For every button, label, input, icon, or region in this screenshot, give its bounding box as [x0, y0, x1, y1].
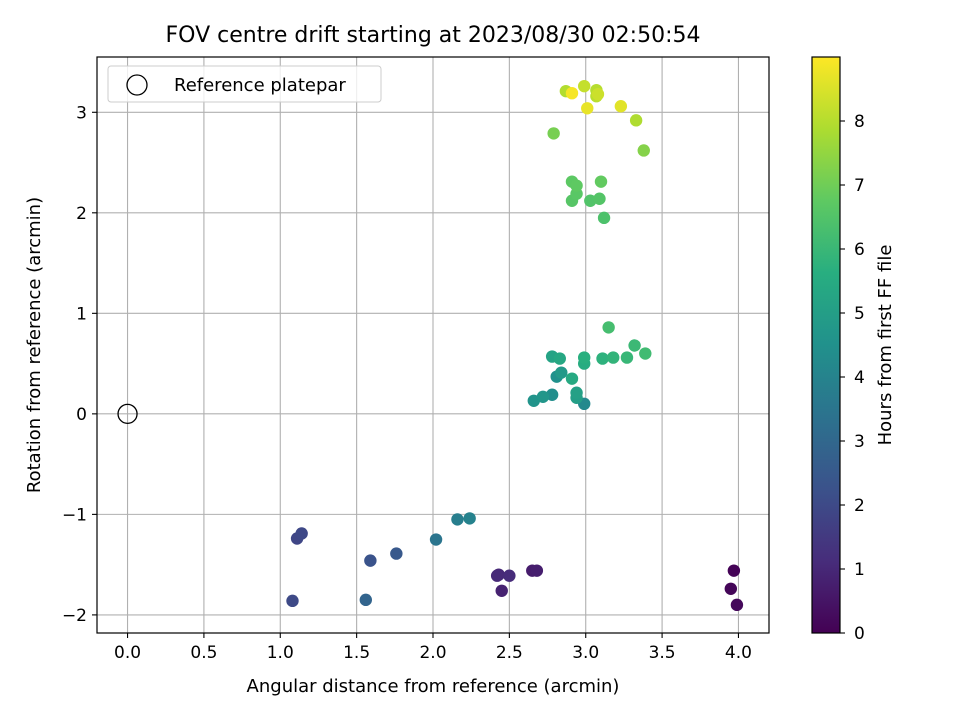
scatter-points	[286, 79, 744, 612]
x-tick-label: 0.0	[114, 643, 141, 663]
scatter-point	[547, 127, 560, 140]
scatter-point	[594, 175, 608, 188]
scatter-point	[536, 390, 550, 403]
scatter-point	[602, 321, 615, 334]
y-tick-label: 2	[76, 204, 87, 224]
scatter-point	[495, 584, 508, 597]
legend: Reference platepar	[107, 65, 382, 103]
colorbar: 0 1 2 3 4 5 6 7 8 Hours from first FF file	[811, 56, 896, 644]
scatter-point	[596, 352, 609, 365]
scatter-point	[578, 79, 591, 93]
x-tick-label: 3.5	[649, 643, 676, 663]
scatter-point	[724, 582, 738, 595]
scatter-point	[451, 513, 464, 526]
y-tick-label: −2	[62, 606, 87, 626]
x-tick-label: 0.5	[190, 643, 217, 663]
y-tick-label: 0	[76, 405, 87, 425]
scatter-point	[628, 339, 641, 352]
scatter-point	[570, 179, 583, 192]
y-tick-label: 3	[76, 103, 87, 123]
x-tick-label: 1.5	[343, 643, 370, 663]
scatter-point	[570, 386, 583, 399]
scatter-point	[429, 533, 443, 546]
scatter-point	[597, 211, 611, 225]
reference-marker	[117, 403, 138, 425]
scatter-point	[530, 564, 544, 577]
y-axis-ticks: −2 −1 0 1 2 3	[62, 103, 97, 626]
colorbar-tick-label: 6	[854, 240, 865, 260]
scatter-point	[490, 569, 504, 582]
scatter-point	[565, 86, 579, 100]
colorbar-tick-label: 0	[854, 624, 865, 644]
x-axis-label: Angular distance from reference (arcmin)	[247, 676, 620, 697]
legend-marker-icon	[126, 74, 148, 96]
scatter-point	[463, 512, 476, 525]
scatter-point	[565, 372, 579, 385]
colorbar-tick-label: 2	[854, 496, 865, 516]
grid-lines	[97, 57, 769, 633]
scatter-point	[620, 351, 634, 364]
scatter-point	[390, 547, 403, 560]
scatter-point	[629, 114, 643, 127]
x-axis-ticks: 0.0 0.5 1.0 1.5 2.0 2.5 3.0 3.5 4.0	[114, 633, 752, 663]
y-axis-label: Rotation from reference (arcmin)	[24, 197, 45, 493]
colorbar-ticks: 0 1 2 3 4 5 6 7 8	[840, 112, 865, 644]
colorbar-tick-label: 7	[854, 176, 865, 196]
scatter-point	[295, 527, 308, 540]
colorbar-tick-label: 4	[854, 368, 865, 388]
scatter-point	[578, 351, 591, 364]
x-tick-label: 2.5	[496, 643, 523, 663]
scatter-point	[555, 366, 568, 379]
scatter-point	[581, 102, 594, 115]
scatter-point	[553, 352, 566, 365]
legend-box	[107, 65, 382, 103]
colorbar-tick-label: 3	[854, 432, 865, 452]
scatter-point	[727, 564, 741, 577]
reference-platepar-point	[117, 403, 138, 425]
x-tick-label: 3.0	[572, 643, 599, 663]
scatter-point	[359, 593, 372, 607]
scatter-point	[730, 598, 744, 612]
x-tick-label: 4.0	[725, 643, 752, 663]
scatter-point	[614, 100, 628, 113]
scatter-point	[591, 87, 605, 101]
colorbar-gradient	[811, 56, 841, 634]
scatter-point	[503, 569, 516, 582]
scatter-point	[286, 594, 299, 608]
scatter-point	[637, 144, 650, 157]
colorbar-tick-label: 8	[854, 112, 865, 132]
chart-title: FOV centre drift starting at 2023/08/30 …	[166, 23, 701, 48]
colorbar-tick-label: 5	[854, 304, 865, 324]
scatter-point	[639, 347, 652, 360]
colorbar-tick-label: 1	[854, 560, 865, 580]
scatter-point	[607, 351, 620, 364]
x-tick-label: 1.0	[267, 643, 294, 663]
legend-label: Reference platepar	[174, 75, 346, 96]
y-tick-label: −1	[62, 505, 87, 525]
scatter-point	[364, 554, 377, 567]
scatter-point	[593, 192, 606, 205]
colorbar-label: Hours from first FF file	[875, 245, 896, 446]
y-tick-label: 1	[76, 304, 87, 324]
x-tick-label: 2.0	[419, 643, 446, 663]
